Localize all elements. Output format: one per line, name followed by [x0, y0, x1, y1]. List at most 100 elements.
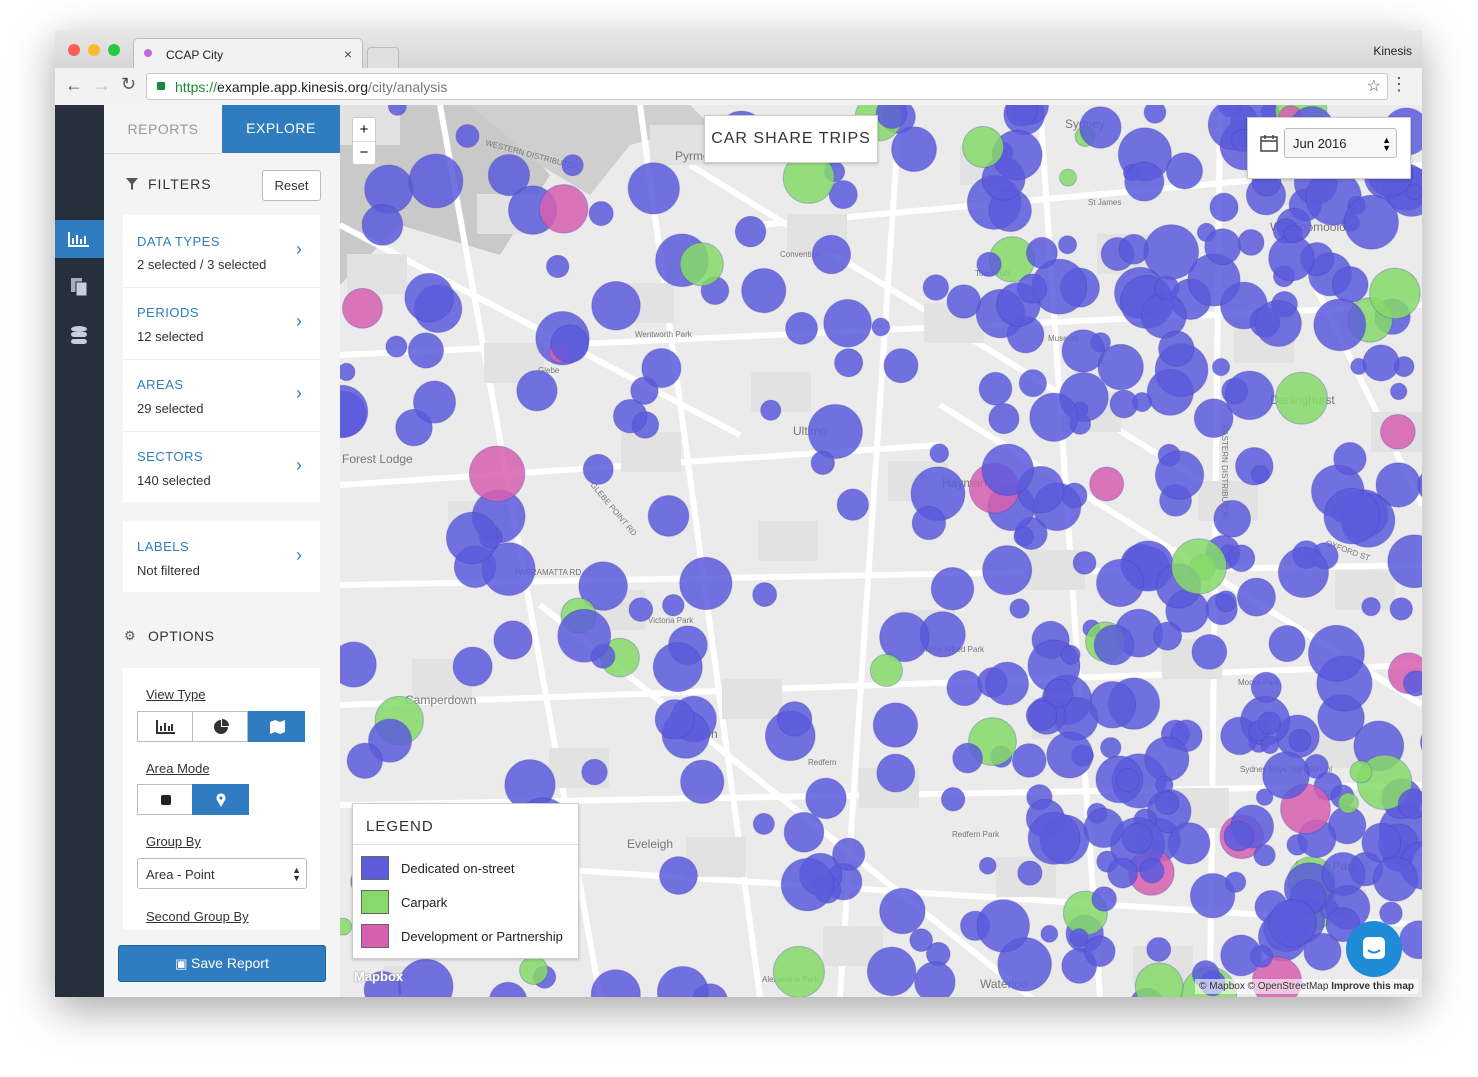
options-icon: ⚙ — [124, 628, 136, 643]
improve-map[interactable]: Improve this map — [1331, 981, 1414, 992]
filter-item[interactable]: SECTORS 140 selected › — [123, 431, 320, 502]
marker — [976, 251, 1002, 277]
mode-point[interactable] — [192, 784, 249, 815]
place-label: Wentworth Park — [635, 330, 693, 339]
marker — [340, 641, 377, 688]
filter-value: 2 selected / 3 selected — [137, 257, 267, 272]
marker — [662, 593, 685, 617]
marker — [1134, 962, 1184, 997]
marker — [455, 123, 480, 149]
minimize[interactable] — [88, 44, 100, 56]
block — [751, 372, 811, 412]
mode-area[interactable] — [137, 784, 193, 815]
marker — [1419, 734, 1422, 751]
period-select[interactable]: Jun 2016 ▲ ▼ — [1284, 128, 1397, 158]
marker — [561, 154, 584, 177]
maximize[interactable] — [108, 44, 120, 56]
marker — [404, 272, 454, 323]
chat-button[interactable] — [1346, 921, 1402, 977]
attribution-osm[interactable]: © OpenStreetMap — [1247, 981, 1329, 992]
marker — [1018, 369, 1047, 398]
chevron: › — [296, 455, 302, 475]
marker — [452, 646, 493, 687]
map-canvas[interactable]: PyrmontSydneyWoolloomoolooHaymarketDarli… — [340, 105, 1422, 997]
marker — [1275, 371, 1328, 425]
view-bar[interactable] — [137, 711, 193, 742]
legend-item: Carpark — [361, 890, 576, 916]
chat-icon — [1363, 937, 1385, 959]
view-map[interactable] — [248, 711, 305, 742]
zoom-out[interactable]: − — [359, 144, 369, 161]
marker — [1057, 235, 1078, 255]
filter-value: 140 selected — [137, 473, 211, 488]
group-by-select[interactable]: Area - Point ▲ ▼ — [137, 858, 307, 889]
marker — [1288, 728, 1312, 753]
save-report-button[interactable]: ▣ Save Report — [118, 945, 326, 982]
marker — [1144, 736, 1190, 782]
marker — [1254, 299, 1302, 348]
legend-swatch — [361, 924, 389, 948]
view-pie[interactable] — [192, 711, 248, 742]
new-tab[interactable] — [367, 47, 399, 69]
place-label: Redfern — [808, 758, 836, 767]
marker — [807, 403, 863, 460]
filter-label: AREAS — [137, 377, 184, 392]
group-by-label: Group By — [146, 834, 201, 849]
marker — [519, 955, 549, 985]
filter-item[interactable]: AREAS 29 selected › — [123, 359, 320, 432]
marker — [1115, 768, 1140, 793]
tab-explore[interactable]: EXPLORE — [222, 105, 340, 153]
marker — [1223, 820, 1254, 852]
bookmark[interactable]: ☆ — [1366, 78, 1381, 95]
legend-item: Development or Partnership — [361, 924, 576, 950]
marker — [1168, 822, 1211, 865]
tab-close[interactable]: × — [343, 46, 352, 62]
place-label: Victoria Park — [648, 616, 694, 625]
marker — [1083, 807, 1124, 849]
marker — [1139, 858, 1165, 884]
marker — [1017, 273, 1048, 304]
menu[interactable]: ⋮ — [1390, 74, 1408, 94]
tab-reports[interactable]: REPORTS — [104, 105, 222, 154]
tab[interactable]: CCAP City × — [133, 38, 363, 69]
marker — [946, 284, 982, 319]
forward[interactable]: → — [93, 75, 111, 95]
filter-item[interactable]: PERIODS 12 selected › — [123, 287, 320, 360]
favicon — [144, 49, 152, 57]
marker — [805, 777, 847, 820]
marker — [1389, 597, 1413, 621]
filters-card: DATA TYPES 2 selected / 3 selected › PERIO… — [123, 215, 320, 502]
profile: Kinesis — [1373, 44, 1412, 58]
marker — [978, 856, 997, 875]
marker — [1361, 596, 1381, 617]
nav-reports[interactable] — [70, 277, 90, 297]
marker — [1262, 751, 1310, 800]
marker — [1211, 358, 1231, 377]
chevron: › — [296, 311, 302, 331]
zoom-in[interactable]: + — [353, 118, 375, 142]
back[interactable]: ← — [65, 75, 83, 95]
marker — [1236, 577, 1276, 617]
marker — [346, 742, 383, 779]
marker — [1155, 790, 1180, 816]
marker — [1089, 466, 1125, 502]
reset-button[interactable]: Reset — [262, 170, 321, 201]
marker — [1083, 935, 1116, 968]
close[interactable] — [68, 44, 80, 56]
marker — [1313, 298, 1367, 352]
filter-item[interactable]: DATA TYPES 2 selected / 3 selected › — [123, 215, 320, 288]
period-value: Jun 2016 — [1293, 136, 1347, 151]
icon — [216, 793, 226, 807]
reload[interactable]: ↻ — [121, 74, 137, 94]
nav-analysis[interactable] — [55, 220, 104, 258]
block — [650, 125, 710, 165]
address-bar[interactable]: https://example.app.kinesis.org/city/ana… — [146, 73, 1388, 100]
labels-card[interactable]: LABELS Not filtered › — [123, 521, 320, 592]
chevron: › — [296, 545, 302, 565]
filter-label: PERIODS — [137, 305, 200, 320]
place-label: EASTERN DISTRIBUTOR — [1220, 425, 1229, 519]
nav-data[interactable] — [70, 325, 90, 347]
marker — [752, 582, 778, 608]
map[interactable]: PyrmontSydneyWoolloomoolooHaymarketDarli… — [340, 105, 1422, 997]
attribution-mapbox[interactable]: © Mapbox — [1199, 981, 1245, 992]
